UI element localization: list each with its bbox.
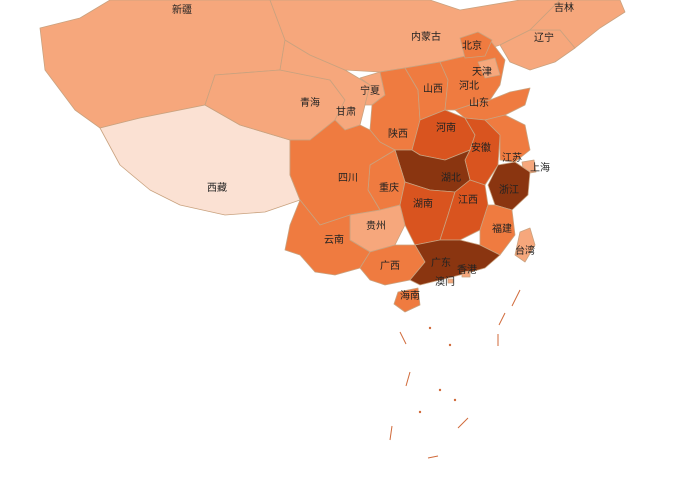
- region-label-shanxi: 山西: [423, 83, 443, 95]
- region-label-shandong: 山东: [469, 96, 489, 109]
- region-jiangsu[interactable]: [484, 114, 531, 163]
- region-label-henan: 河南: [436, 121, 456, 134]
- region-label-neimenggu: 内蒙古: [411, 30, 441, 43]
- region-label-qinghai: 青海: [300, 96, 320, 109]
- region-label-tianjin: 天津: [472, 66, 492, 78]
- region-label-sichuan: 四川: [338, 173, 358, 184]
- region-label-ningxia: 宁夏: [360, 84, 380, 97]
- region-label-liaoning: 辽宁: [534, 31, 554, 44]
- region-label-chongqing: 重庆: [379, 181, 399, 194]
- region-label-zhejiang: 浙江: [499, 184, 519, 196]
- region-label-jilin: 吉林: [554, 1, 574, 14]
- province-shapes: [39, 0, 626, 313]
- region-taiwan[interactable]: [514, 227, 536, 263]
- region-label-shaanxi: 陕西: [388, 127, 408, 140]
- region-zhejiang[interactable]: [487, 161, 531, 211]
- region-yunnan[interactable]: [284, 199, 371, 276]
- south-china-sea-islands: [389, 289, 521, 459]
- region-label-guangdong: 广东: [431, 256, 451, 269]
- region-label-anhui: 安徽: [471, 141, 491, 154]
- region-hainan[interactable]: [393, 287, 421, 313]
- region-label-fujian: 福建: [492, 222, 512, 235]
- region-label-taiwan: 台湾: [515, 244, 535, 257]
- region-label-aomen: 澳门: [435, 275, 455, 288]
- region-label-guangxi: 广西: [380, 260, 400, 272]
- region-beijing[interactable]: [459, 31, 493, 59]
- region-label-xianggang: 香港: [457, 264, 477, 276]
- region-label-gansu: 甘肃: [336, 105, 356, 118]
- region-label-shanghai: 上海: [530, 161, 550, 174]
- region-label-yunnan: 云南: [324, 233, 344, 246]
- region-label-hubei: 湖北: [441, 172, 461, 184]
- region-label-guizhou: 贵州: [366, 219, 386, 232]
- region-label-hunan: 湖南: [413, 197, 433, 210]
- region-label-hainan: 海南: [400, 289, 420, 302]
- region-tianjin[interactable]: [477, 57, 501, 79]
- region-aomen[interactable]: [447, 278, 454, 284]
- region-label-xizang: 西藏: [207, 182, 227, 194]
- region-fujian[interactable]: [479, 204, 516, 256]
- region-label-xinjiang: 新疆: [172, 3, 192, 16]
- region-label-jiangxi: 江西: [458, 194, 478, 206]
- region-guangdong[interactable]: [409, 239, 501, 286]
- region-label-hebei: 河北: [459, 80, 479, 92]
- region-xianggang[interactable]: [461, 270, 471, 278]
- region-label-jiangsu: 江苏: [502, 151, 522, 164]
- region-jilin[interactable]: [529, 0, 626, 49]
- region-label-beijing: 北京: [462, 39, 482, 52]
